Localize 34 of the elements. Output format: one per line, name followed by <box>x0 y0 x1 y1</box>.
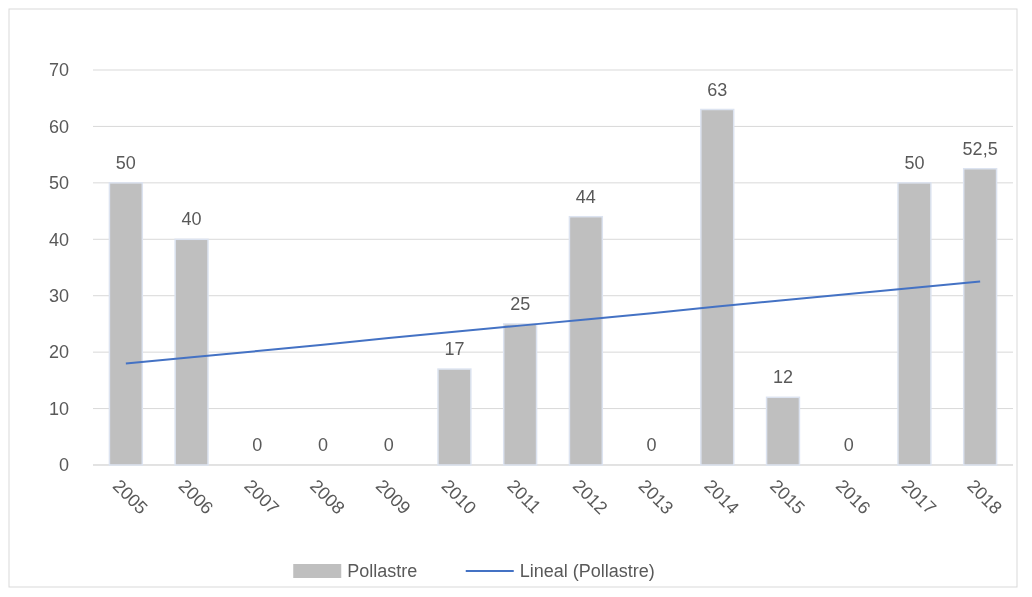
data-label: 0 <box>646 435 657 455</box>
data-label: 0 <box>383 435 394 455</box>
line-series <box>124 280 982 365</box>
data-label: 25 <box>510 293 531 314</box>
bar <box>897 182 932 466</box>
y-tick-label: 10 <box>48 398 69 419</box>
bar <box>174 238 209 466</box>
data-label: 17 <box>444 339 465 360</box>
bar <box>437 368 472 466</box>
y-tick-label: 20 <box>48 342 69 363</box>
y-tick-label: 70 <box>48 60 69 81</box>
data-label: 40 <box>181 209 202 230</box>
bar <box>765 396 801 466</box>
y-tick-label: 0 <box>58 455 69 476</box>
data-label: 0 <box>843 435 854 455</box>
bar <box>502 323 538 466</box>
y-tick-label: 60 <box>48 116 69 137</box>
data-label: 63 <box>707 79 728 100</box>
y-tick-label: 30 <box>48 286 69 307</box>
data-label: 12 <box>772 367 794 388</box>
bar <box>962 168 998 466</box>
data-label: 0 <box>317 435 329 455</box>
legend-label: Pollastre <box>347 561 418 582</box>
data-label: 52,5 <box>962 138 998 159</box>
y-tick-label: 50 <box>48 173 69 194</box>
y-tick-label: 40 <box>48 229 69 250</box>
bar <box>700 108 735 466</box>
bar <box>108 182 144 466</box>
data-label: 50 <box>115 152 136 173</box>
data-label: 0 <box>252 435 263 455</box>
bar <box>568 215 604 466</box>
legend-label: Lineal (Pollastre) <box>519 561 655 582</box>
data-label: 50 <box>904 152 925 173</box>
data-label: 44 <box>575 186 596 207</box>
